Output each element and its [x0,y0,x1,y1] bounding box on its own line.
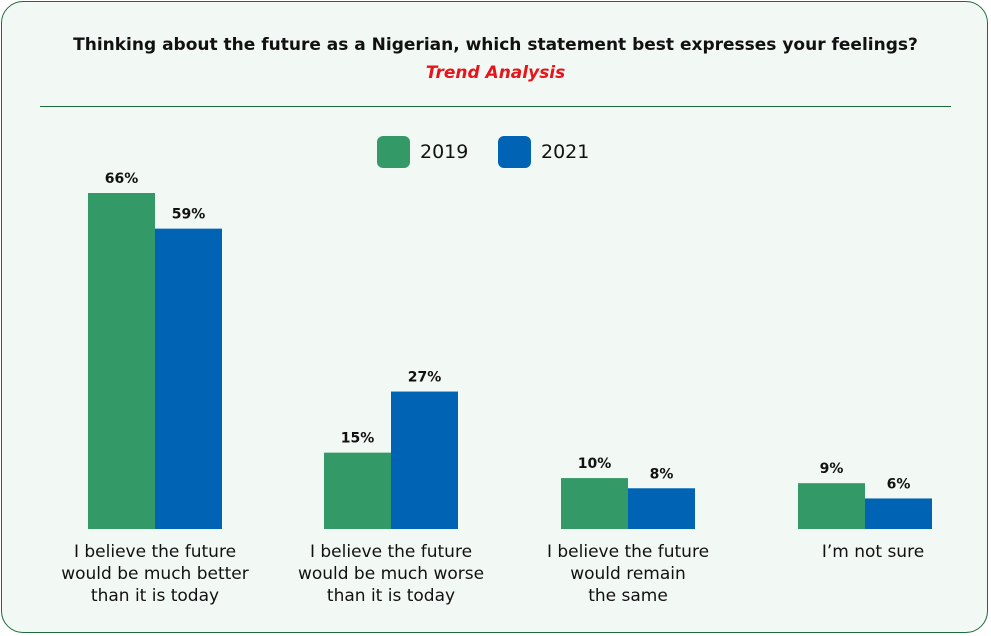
category-label-not-sure: I’m not sure [821,542,925,562]
title-divider [40,106,951,107]
category-label-worse: I believe the future would be much worse… [297,542,485,606]
data-label-2019-better: 66% [105,171,139,187]
bar-2021-not-sure [865,498,932,529]
legend: 2019 2021 [377,136,597,168]
bar-2021-same [628,488,695,529]
data-label-2019-not-sure: 9% [820,461,844,477]
data-label-2019-worse: 15% [341,431,375,447]
bar-2021-worse [391,391,458,529]
data-label-2021-not-sure: 6% [887,476,911,492]
bar-2019-worse [324,452,391,529]
bar-2019-better [88,193,155,529]
data-label-2021-same: 8% [650,466,674,482]
bar-2019-not-sure [798,483,865,529]
data-label-2021-better: 59% [172,207,206,223]
legend-swatch-2019 [377,136,410,168]
bar-2019-same [561,478,628,529]
chart-title: Thinking about the future as a Nigerian,… [73,35,918,55]
legend-label-2021: 2021 [541,141,590,163]
category-label-better: I believe the future would be much bette… [61,542,249,606]
legend-label-2019: 2019 [420,141,469,163]
bar-2021-better [155,228,222,530]
data-label-2021-worse: 27% [408,370,442,386]
legend-swatch-2021 [498,136,531,168]
data-label-2019-same: 10% [578,456,612,472]
chart-subtitle: Trend Analysis [425,63,566,83]
category-label-same: I believe the future would remain the sa… [546,542,710,606]
